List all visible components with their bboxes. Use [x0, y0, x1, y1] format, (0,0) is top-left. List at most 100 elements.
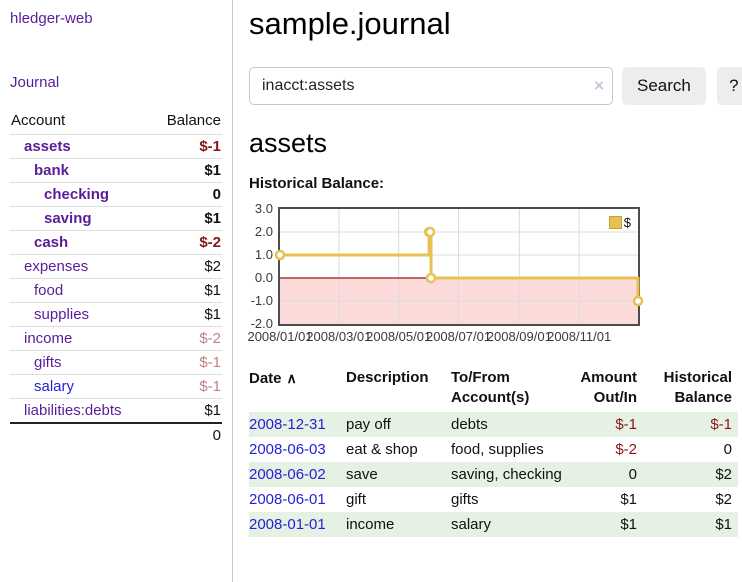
transaction-date-cell: 2008-06-02: [249, 462, 346, 487]
register-header-row: Date ∧ Description To/From Account(s) Amount…: [249, 366, 738, 412]
transaction-date-cell: 2008-01-01: [249, 512, 346, 537]
data-point: [424, 226, 436, 238]
account-row: expenses $2: [10, 254, 222, 279]
transaction-accounts: debts: [451, 416, 488, 433]
search-field-wrap: ×: [249, 67, 613, 105]
transaction-amount: 0: [628, 466, 637, 483]
transaction-description: save: [346, 466, 378, 483]
accounts-header-row: Account Balance: [10, 109, 222, 135]
y-tick-label: -1.0: [250, 293, 273, 308]
register-header-date[interactable]: Date ∧: [249, 370, 297, 387]
transaction-date-link[interactable]: 2008-06-02: [249, 466, 326, 483]
x-tick-label: 2008/05/01: [366, 329, 432, 344]
account-balance: $1: [151, 278, 222, 303]
main-content: sample.journal × Search ? assets Histori…: [233, 0, 742, 582]
accounts-total-balance: 0: [151, 422, 222, 447]
register-table: Date ∧ Description To/From Account(s) Amount…: [249, 366, 738, 537]
transaction-row: 2008-06-02 save saving, checking 0 $2: [249, 462, 738, 487]
account-row: supplies $1: [10, 302, 222, 327]
sidebar-account-link[interactable]: supplies: [34, 306, 90, 323]
chart-x-axis-labels: 2008/01/01 2008/03/01 2008/05/01 2008/07/01…: [247, 329, 638, 344]
transaction-amount: $1: [620, 516, 637, 533]
sidebar-item-journal[interactable]: Journal: [10, 74, 60, 91]
transaction-date-link[interactable]: 2008-06-03: [249, 441, 326, 458]
x-tick-label: 2008/07/01: [425, 329, 492, 344]
register-header-to-from: To/From Account(s): [451, 369, 530, 406]
transaction-date-cell: 2008-06-01: [249, 487, 346, 512]
account-row: food $1: [10, 278, 222, 303]
sidebar-account-link[interactable]: saving: [44, 210, 92, 227]
sidebar-account-link[interactable]: expenses: [24, 258, 89, 275]
transaction-date-cell: 2008-06-03: [249, 437, 346, 462]
transaction-accounts: food, supplies: [451, 441, 544, 458]
account-row: saving $1: [10, 206, 222, 231]
accounts-total-row: 0: [10, 422, 222, 447]
chart-plot-area: $: [274, 207, 644, 326]
chart-y-axis-labels: 3.0 2.0 1.0 0.0 -1.0 -2.0: [243, 202, 273, 330]
account-balance: $-1: [151, 374, 222, 399]
clear-search-icon[interactable]: ×: [594, 76, 604, 95]
transaction-date-link[interactable]: 2008-12-31: [249, 416, 326, 433]
y-tick-label: -2.0: [250, 316, 273, 331]
account-balance: $1: [151, 302, 222, 327]
transaction-accounts: salary: [451, 516, 492, 533]
y-tick-label: 1.0: [254, 247, 273, 262]
account-balance: $-1: [151, 350, 222, 375]
account-row: gifts $-1: [10, 350, 222, 375]
account-balance: $1: [151, 398, 222, 423]
account-balance: $-2: [151, 230, 222, 255]
account-row: checking 0: [10, 182, 222, 207]
transaction-date-link[interactable]: 2008-01-01: [249, 516, 326, 533]
account-row: liabilities:debts $1: [10, 398, 222, 423]
sidebar-account-link[interactable]: assets: [24, 138, 71, 155]
register-header-description: Description: [346, 369, 429, 386]
app-title[interactable]: hledger-web: [10, 10, 93, 27]
transaction-date-cell: 2008-12-31: [249, 412, 346, 437]
sort-asc-icon: ∧: [286, 370, 297, 386]
transaction-accounts: saving, checking: [451, 466, 562, 483]
account-balance: $-1: [151, 134, 222, 159]
transaction-description: gift: [346, 491, 367, 508]
transaction-balance: $-1: [710, 416, 732, 433]
accounts-table: Account Balance assets $-1 bank $1 checking 0…: [10, 109, 222, 447]
transaction-description: pay off: [346, 416, 391, 433]
help-button[interactable]: ?: [716, 67, 742, 105]
sidebar-account-link[interactable]: food: [34, 282, 64, 299]
account-balance: 0: [151, 182, 222, 207]
sidebar-account-link[interactable]: cash: [34, 234, 69, 251]
accounts-header-balance: Balance: [166, 112, 221, 129]
transaction-balance: $2: [715, 466, 732, 483]
transaction-row: 2008-06-03 eat & shop food, supplies $-2 0: [249, 437, 738, 462]
transaction-row: 2008-01-01 income salary $1 $1: [249, 512, 738, 537]
sidebar-account-link[interactable]: checking: [44, 186, 110, 203]
account-heading: assets: [249, 128, 328, 158]
sidebar-account-link[interactable]: salary: [34, 378, 75, 395]
transaction-row: 2008-06-01 gift gifts $1 $2: [249, 487, 738, 512]
search-button[interactable]: Search: [622, 67, 706, 105]
data-point: [632, 295, 644, 307]
balance-chart-svg: [274, 209, 644, 324]
account-row: salary $-1: [10, 374, 222, 399]
y-tick-label: 2.0: [254, 224, 273, 239]
account-balance: $-2: [151, 326, 222, 351]
account-row: cash $-2: [10, 230, 222, 255]
sidebar-account-link[interactable]: gifts: [34, 354, 62, 371]
transaction-balance: 0: [723, 441, 732, 458]
sidebar-account-link[interactable]: income: [24, 330, 73, 347]
transaction-accounts: gifts: [451, 491, 479, 508]
account-balance: $1: [151, 158, 222, 183]
historical-balance-chart: 3.0 2.0 1.0 0.0 -1.0 -2.0 $ 2008/01/01 2008/03…: [247, 202, 649, 344]
account-balance: $1: [151, 206, 222, 231]
transaction-balance: $2: [715, 491, 732, 508]
sidebar-account-link[interactable]: liabilities:debts: [24, 402, 122, 419]
transaction-amount: $-1: [615, 416, 637, 433]
account-balance: $2: [151, 254, 222, 279]
transaction-date-link[interactable]: 2008-06-01: [249, 491, 326, 508]
sidebar-account-link[interactable]: bank: [34, 162, 70, 179]
data-point: [274, 249, 286, 261]
search-bar: × Search ?: [249, 67, 742, 105]
account-row: income $-2: [10, 326, 222, 351]
search-input[interactable]: [249, 67, 613, 105]
register-header-historical: Historical Balance: [663, 369, 732, 406]
